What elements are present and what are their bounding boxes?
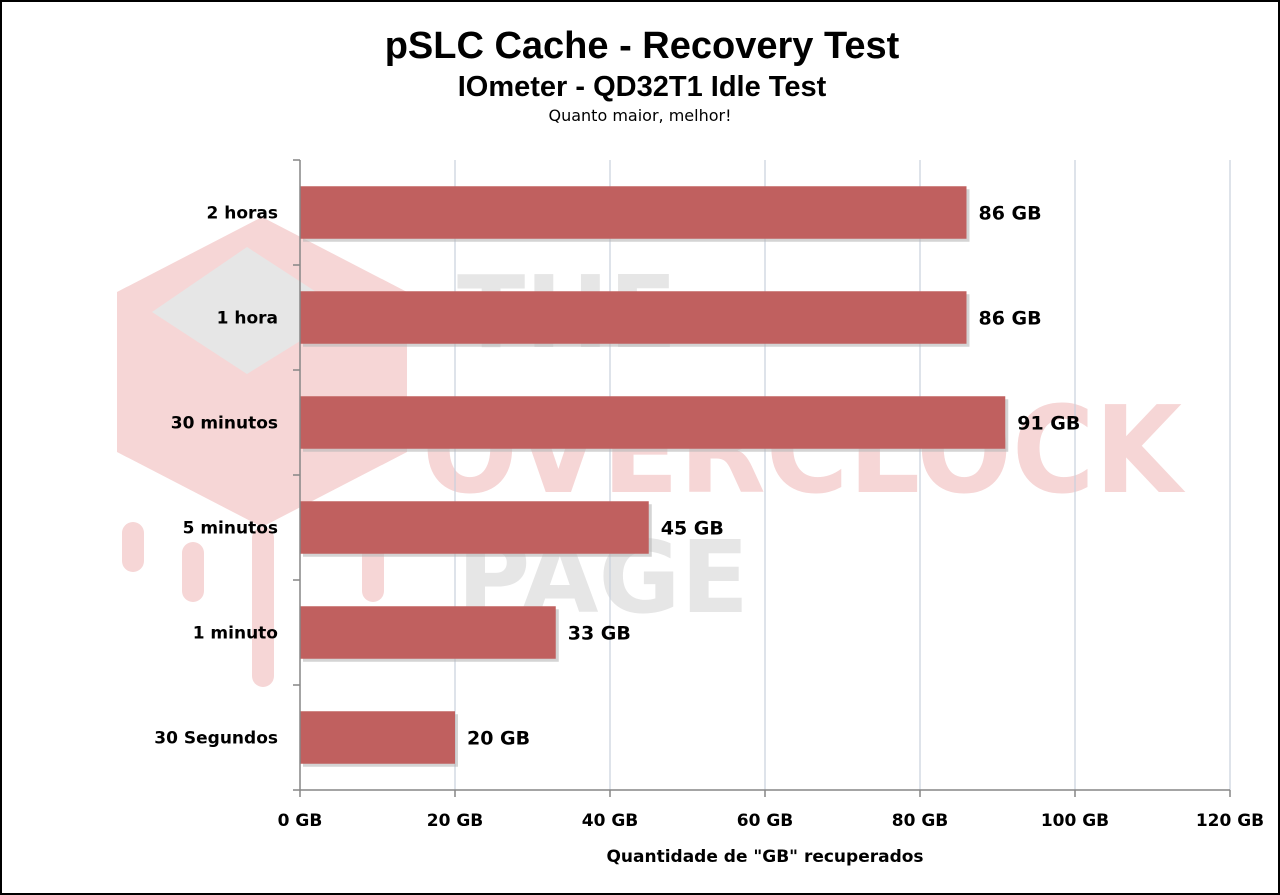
- x-axis-title: Quantidade de "GB" recuperados: [606, 847, 923, 867]
- data-label: 45 GB: [661, 518, 724, 540]
- bar: [300, 186, 967, 239]
- x-tick-label: 40 GB: [582, 811, 639, 831]
- x-tick-label: 80 GB: [892, 811, 949, 831]
- data-label: 86 GB: [979, 308, 1042, 330]
- x-tick-labels: 0 GB 20 GB 40 GB 60 GB 80 GB 100 GB 120 GB: [278, 811, 1265, 831]
- chart-title: pSLC Cache - Recovery Test: [385, 25, 900, 67]
- category-label: 1 hora: [217, 309, 278, 329]
- bar: [300, 501, 649, 554]
- bars-group: [300, 186, 1009, 767]
- watermark-drip-2: [182, 542, 204, 602]
- chart-subtitle: IOmeter - QD32T1 Idle Test: [458, 71, 827, 103]
- bar: [300, 396, 1006, 449]
- gridlines: [454, 160, 1231, 790]
- watermark-logo: THE OVERCLOCK PAGE: [117, 217, 1186, 687]
- x-tick-label: 120 GB: [1196, 811, 1264, 831]
- data-label: 20 GB: [467, 728, 530, 750]
- axes: [293, 159, 1231, 797]
- category-label: 30 minutos: [171, 414, 278, 434]
- x-tick-label: 60 GB: [737, 811, 794, 831]
- bar: [300, 606, 556, 659]
- data-label: 86 GB: [979, 203, 1042, 225]
- category-label: 2 horas: [206, 204, 278, 224]
- watermark-diamond: [152, 247, 347, 374]
- bar: [300, 291, 967, 344]
- value-labels: 86 GB 86 GB 91 GB 45 GB 33 GB 20 GB: [467, 203, 1080, 750]
- x-tick-label: 0 GB: [278, 811, 323, 831]
- watermark-drip-1: [122, 522, 144, 572]
- x-tick-label: 20 GB: [427, 811, 484, 831]
- bar: [300, 711, 455, 764]
- chart-note: Quanto maior, melhor!: [549, 106, 732, 125]
- category-label: 30 Segundos: [154, 729, 278, 749]
- category-labels: 2 horas 1 hora 30 minutos 5 minutos 1 minuto…: [154, 204, 278, 749]
- data-label: 91 GB: [1017, 413, 1080, 435]
- watermark-drip-3: [252, 527, 274, 687]
- category-label: 5 minutos: [183, 519, 278, 539]
- data-label: 33 GB: [568, 623, 631, 645]
- x-tick-label: 100 GB: [1041, 811, 1109, 831]
- category-label: 1 minuto: [193, 624, 278, 644]
